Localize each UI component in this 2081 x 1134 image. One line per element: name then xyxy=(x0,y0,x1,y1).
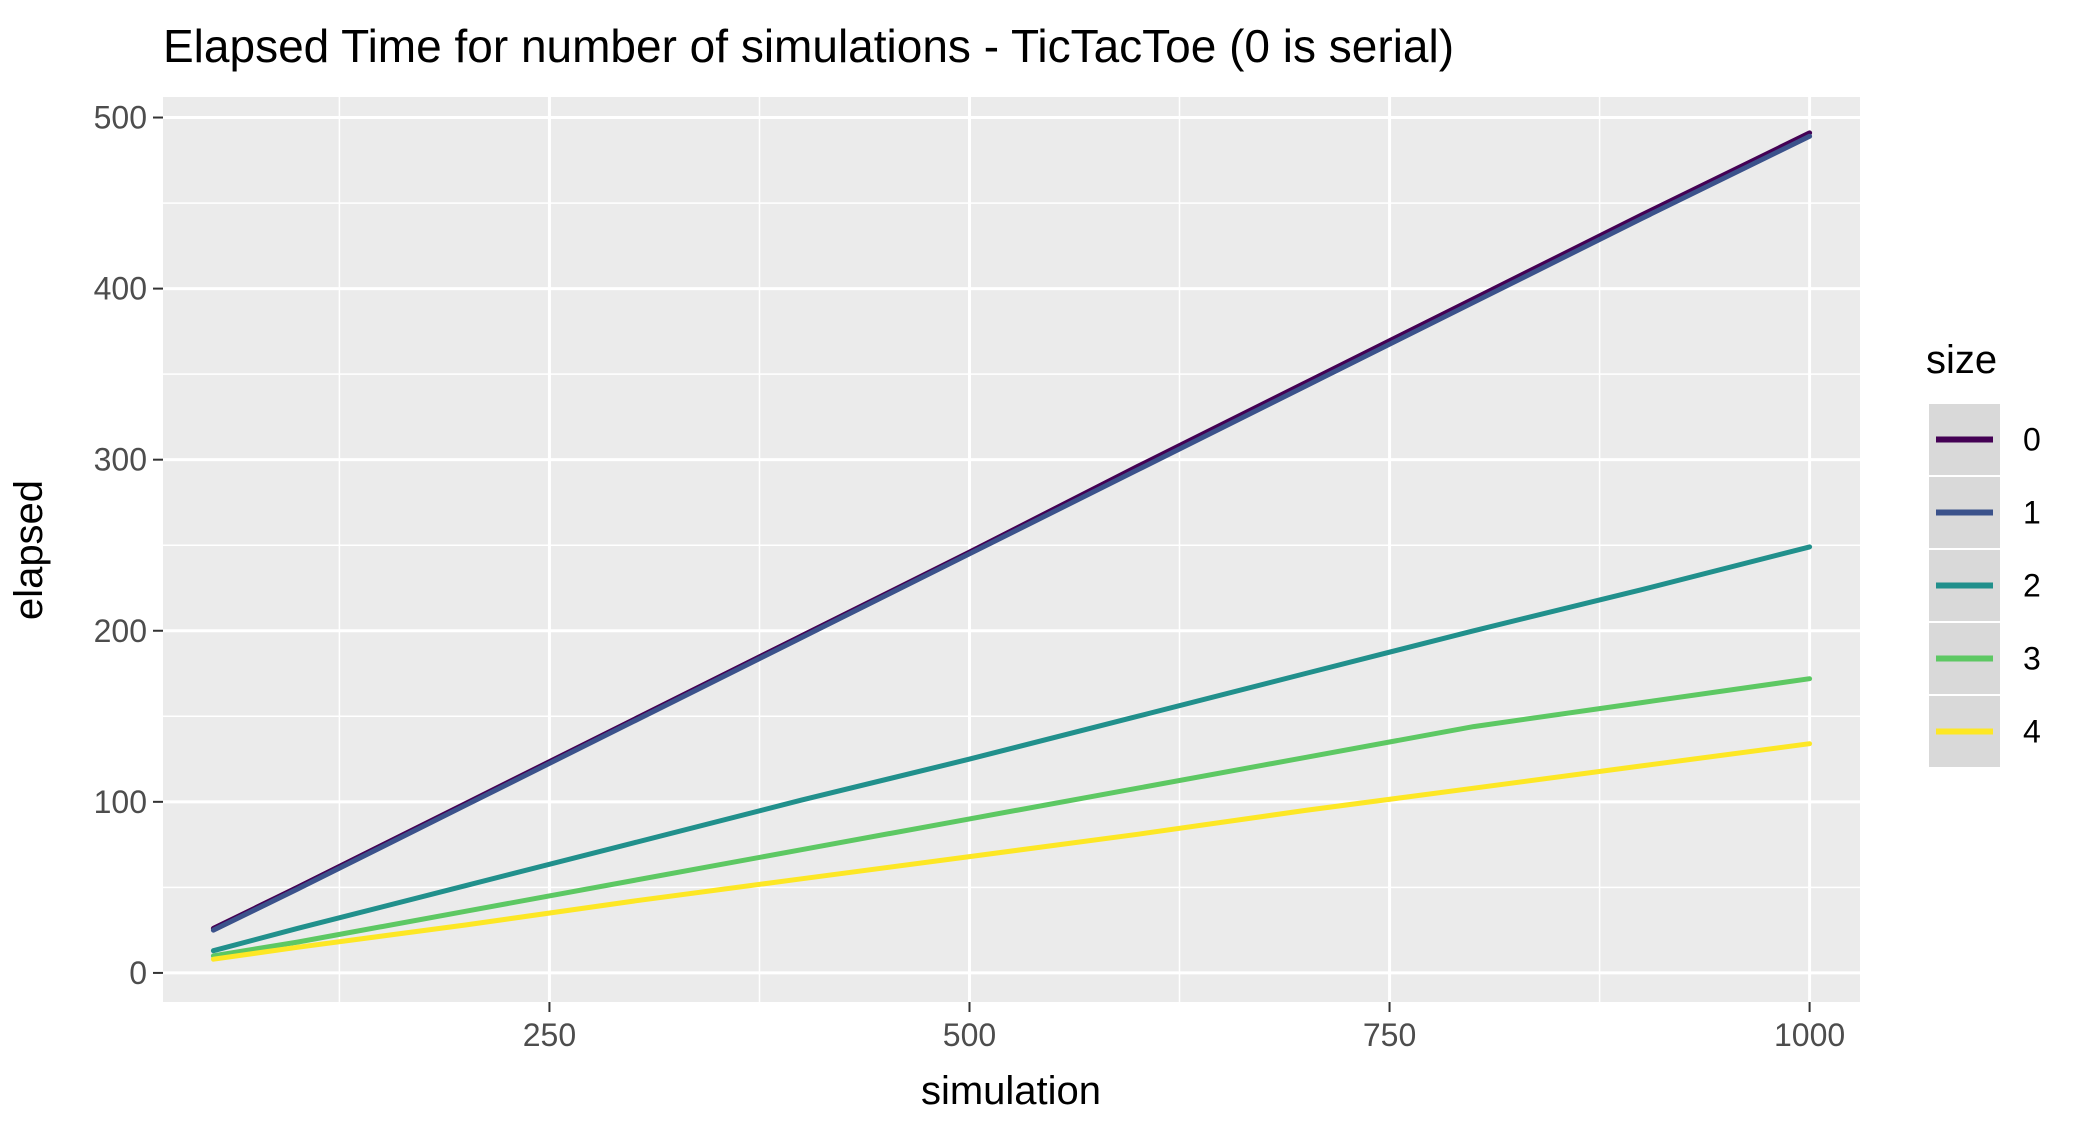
series-line-1 xyxy=(210,133,1813,933)
y-axis-title: elapsed xyxy=(7,480,51,620)
y-tick-label: 100 xyxy=(94,784,147,820)
y-tick-label: 200 xyxy=(94,613,147,649)
y-tick-label: 0 xyxy=(129,955,147,991)
x-tick-label: 500 xyxy=(943,1017,996,1053)
series-lines xyxy=(210,130,1813,962)
y-tick-label: 300 xyxy=(94,442,147,478)
y-tick-label: 500 xyxy=(94,100,147,136)
y-axis-ticks: 0 100 200 300 400 500 xyxy=(94,100,163,991)
x-axis-title: simulation xyxy=(921,1069,1101,1113)
series-line-3 xyxy=(210,676,1813,959)
legend: size 0 1 2 3 4 xyxy=(1926,338,2041,769)
legend-label-3: 3 xyxy=(2023,641,2041,677)
x-tick-label: 750 xyxy=(1363,1017,1416,1053)
minor-gridlines xyxy=(163,97,1860,1002)
x-tick-label: 1000 xyxy=(1774,1017,1845,1053)
series-line-2 xyxy=(210,544,1813,954)
chart-title: Elapsed Time for number of simulations -… xyxy=(163,20,1454,72)
y-tick-label: 400 xyxy=(94,271,147,307)
x-axis-ticks: 250 500 750 1000 xyxy=(523,1002,1845,1053)
legend-label-2: 2 xyxy=(2023,568,2041,604)
legend-label-0: 0 xyxy=(2023,422,2041,458)
legend-label-4: 4 xyxy=(2023,714,2041,750)
x-tick-label: 250 xyxy=(523,1017,576,1053)
series-line-4 xyxy=(210,741,1813,962)
legend-label-1: 1 xyxy=(2023,495,2041,531)
legend-title: size xyxy=(1926,338,1997,382)
